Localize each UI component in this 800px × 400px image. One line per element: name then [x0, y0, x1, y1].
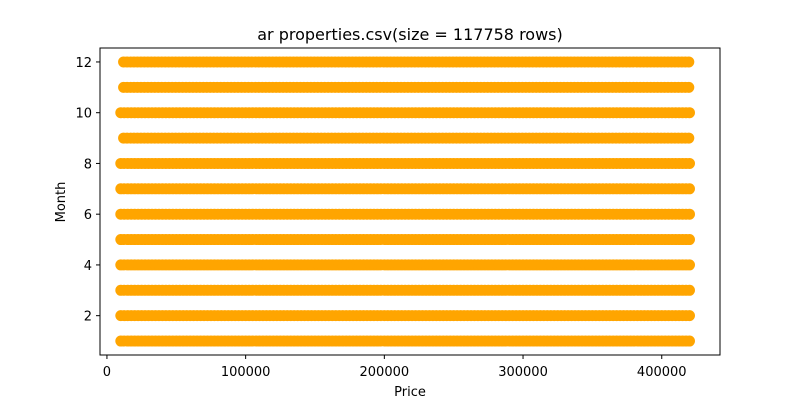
point-row-month-6	[115, 208, 695, 220]
x-axis-label: Price	[394, 385, 426, 400]
point-row-month-3	[115, 284, 695, 296]
point-row-month-1	[115, 335, 695, 347]
data-point	[683, 310, 695, 322]
data-point	[683, 183, 695, 195]
x-tick-label: 0	[103, 365, 111, 380]
data-point	[683, 259, 695, 271]
chart-title: ar properties.csv(size = 117758 rows)	[257, 25, 563, 44]
y-tick-label: 10	[75, 107, 92, 122]
data-point	[683, 81, 695, 93]
point-row-month-8	[115, 157, 695, 169]
data-point	[683, 284, 695, 296]
point-row-month-5	[115, 234, 695, 246]
data-point	[683, 107, 695, 119]
data-point	[683, 157, 695, 169]
y-axis-label: Month	[54, 182, 69, 223]
y-tick-label: 6	[84, 208, 92, 223]
data-point	[683, 56, 695, 68]
data-point	[683, 234, 695, 246]
point-row-month-9	[118, 132, 695, 144]
point-row-month-12	[118, 56, 695, 68]
point-row-month-7	[115, 183, 695, 195]
x-tick-label: 100000	[221, 365, 271, 380]
data-point	[683, 132, 695, 144]
data-point	[683, 335, 695, 347]
x-axis-ticks: 0 100000 200000 300000 400000	[103, 355, 687, 380]
y-tick-label: 8	[84, 157, 92, 172]
y-tick-label: 2	[84, 310, 92, 325]
point-row-month-11	[118, 81, 695, 93]
point-row-month-10	[115, 107, 695, 119]
point-row-month-4	[115, 259, 695, 271]
data-point	[683, 208, 695, 220]
plot-frame	[99, 47, 721, 356]
y-tick-label: 12	[75, 56, 92, 71]
points-layer	[115, 56, 695, 347]
y-tick-label: 4	[84, 259, 92, 274]
point-row-month-2	[115, 310, 695, 322]
x-tick-label: 200000	[360, 365, 410, 380]
x-tick-label: 400000	[637, 365, 687, 380]
y-axis-ticks: 2 4 6 8 10 12	[75, 56, 100, 325]
x-tick-label: 300000	[498, 365, 548, 380]
